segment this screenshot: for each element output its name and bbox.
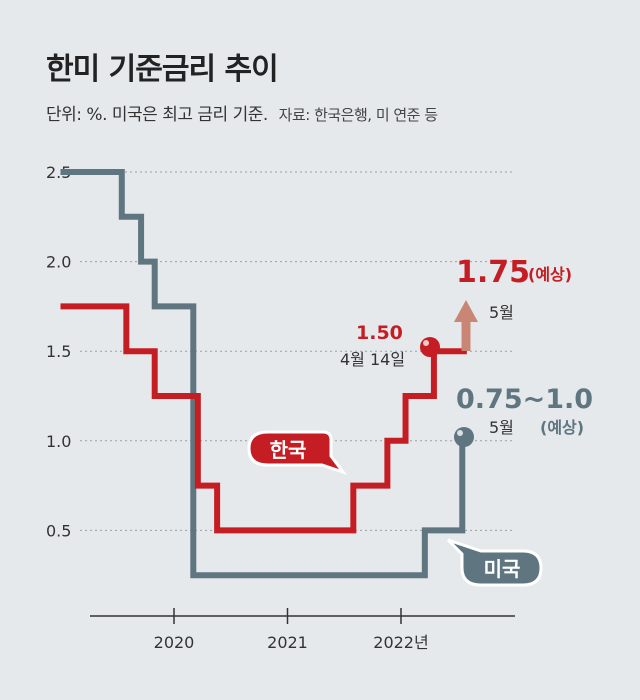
y-tick-label: 2.5 xyxy=(46,163,71,182)
korea-forecast-value: 1.75 xyxy=(456,255,530,290)
legend-us-bubble: 미국 xyxy=(446,538,543,587)
x-tick-marks xyxy=(173,608,402,624)
series-lines xyxy=(60,169,467,579)
y-tick-label: 1.0 xyxy=(46,432,71,451)
korea-now-date: 4월 14일 xyxy=(340,350,405,369)
legend-us-label: 미국 xyxy=(484,557,521,581)
korea-forecast-tag: (예상) xyxy=(528,265,572,284)
us-forecast-value: 0.75~1.0 xyxy=(456,384,593,415)
korea-now-marker xyxy=(420,337,440,357)
chart-title: 한미 기준금리 추이 xyxy=(46,52,279,87)
y-tick-label: 0.5 xyxy=(46,521,71,540)
series-line-korea xyxy=(60,303,467,534)
us-forecast-tag: (예상) xyxy=(540,418,584,437)
korea-forecast-month: 5월 xyxy=(489,303,514,322)
y-tick-label: 2.0 xyxy=(46,253,71,272)
unit-note: 단위: %. 미국은 최고 금리 기준. xyxy=(46,105,268,125)
source-note: 자료: 한국은행, 미 연준 등 xyxy=(278,106,438,124)
us-forecast-month: 5월 xyxy=(489,418,514,437)
legend-korea-label: 한국 xyxy=(270,438,307,462)
x-tick-labels: 2020 2021 2022년 xyxy=(154,633,429,652)
y-tick-labels: 2.5 2.0 1.5 1.0 0.5 xyxy=(46,163,71,540)
x-tick-label: 2021 xyxy=(267,633,308,652)
us-forecast-marker xyxy=(454,427,474,447)
korea-now-value: 1.50 xyxy=(356,322,403,344)
x-tick-label: 2022년 xyxy=(373,633,428,652)
legend-korea-bubble: 한국 xyxy=(247,430,348,475)
chart-subtitle: 단위: %. 미국은 최고 금리 기준. 자료: 한국은행, 미 연준 등 xyxy=(46,100,438,125)
forecast-arrow xyxy=(454,300,478,351)
series-line-us xyxy=(60,169,466,579)
y-tick-label: 1.5 xyxy=(46,342,71,361)
x-tick-label: 2020 xyxy=(154,633,195,652)
